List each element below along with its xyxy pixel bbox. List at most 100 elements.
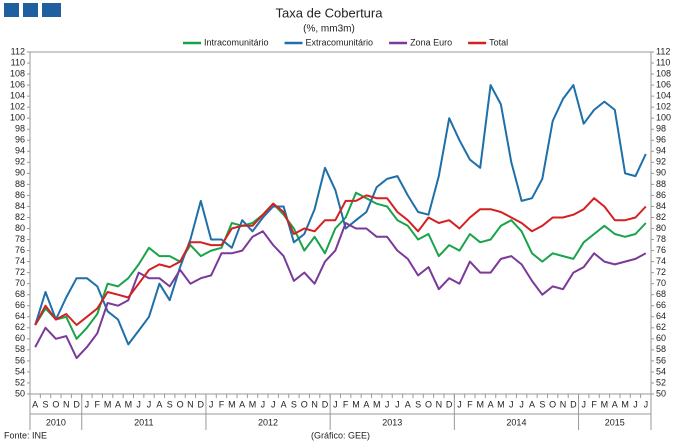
y2-tick-label: 58	[656, 344, 666, 354]
x-tick-label: O	[549, 399, 556, 409]
x-tick-label: A	[612, 399, 618, 409]
y-tick-label: 72	[15, 267, 25, 277]
y2-tick-label: 80	[656, 223, 666, 233]
x-tick-label: A	[156, 399, 162, 409]
x-tick-label: S	[415, 399, 421, 409]
x-tick-label: A	[239, 399, 245, 409]
x-tick-label: A	[529, 399, 535, 409]
y2-tick-label: 76	[656, 245, 666, 255]
x-tick-label: S	[167, 399, 173, 409]
chart-subtitle: (%, mm3m)	[303, 24, 355, 35]
x-tick-label: J	[271, 399, 276, 409]
y-tick-label: 54	[15, 366, 25, 376]
y2-tick-label: 106	[656, 79, 671, 89]
x-tick-label: A	[281, 399, 287, 409]
y2-tick-label: 98	[656, 124, 666, 134]
y-tick-label: 68	[15, 289, 25, 299]
x-tick-label: A	[363, 399, 369, 409]
series-line	[34, 222, 647, 360]
y2-tick-label: 82	[656, 212, 666, 222]
legend-label: Extracomunitário	[306, 37, 374, 47]
y-tick-label: 86	[15, 190, 25, 200]
y2-tick-label: 94	[656, 146, 666, 156]
y-tick-label: 104	[10, 91, 25, 101]
x-tick-label: J	[509, 399, 514, 409]
y-tick-label: 112	[11, 46, 25, 56]
y2-tick-label: 74	[656, 256, 666, 266]
year-label: 2013	[382, 417, 402, 427]
legend-label: Zona Euro	[410, 37, 452, 47]
y2-tick-label: 92	[656, 157, 666, 167]
x-tick-label: N	[560, 399, 567, 409]
x-tick-label: N	[187, 399, 194, 409]
y-tick-label: 96	[15, 135, 25, 145]
x-tick-label: O	[177, 399, 184, 409]
y2-tick-label: 62	[656, 322, 666, 332]
y2-tick-label: 86	[656, 190, 666, 200]
y2-tick-label: 52	[656, 377, 666, 387]
x-tick-label: M	[476, 399, 484, 409]
x-tick-label: M	[621, 399, 629, 409]
y2-tick-label: 102	[656, 102, 671, 112]
y2-tick-label: 108	[656, 68, 671, 78]
x-tick-label: J	[333, 399, 338, 409]
x-tick-label: J	[147, 399, 152, 409]
y-tick-label: 82	[15, 212, 25, 222]
year-label: 2010	[46, 417, 66, 427]
y-tick-label: 88	[15, 179, 25, 189]
y-tick-label: 76	[15, 245, 25, 255]
y2-tick-label: 66	[656, 300, 666, 310]
y2-tick-label: 88	[656, 179, 666, 189]
y-tick-label: 62	[15, 322, 25, 332]
y-tick-label: 100	[10, 113, 25, 123]
x-tick-label: M	[352, 399, 360, 409]
y-tick-label: 70	[15, 278, 25, 288]
x-tick-label: J	[85, 399, 90, 409]
y-tick-label: 60	[15, 333, 25, 343]
source: Fonte: INE	[4, 430, 47, 440]
x-tick-label: D	[322, 399, 329, 409]
x-tick-label: J	[209, 399, 214, 409]
logo-block	[42, 3, 61, 17]
y-tick-label: 52	[15, 377, 25, 387]
x-tick-label: J	[644, 399, 649, 409]
legend-label: Intracomunitário	[204, 37, 269, 47]
credit: (Gráfico: GEE)	[311, 430, 370, 440]
y2-tick-label: 64	[656, 311, 666, 321]
x-tick-label: J	[261, 399, 266, 409]
y-tick-label: 106	[10, 79, 25, 89]
x-tick-label: N	[63, 399, 70, 409]
y-tick-label: 90	[15, 168, 25, 178]
x-tick-label: O	[425, 399, 432, 409]
x-tick-label: A	[488, 399, 494, 409]
x-tick-label: N	[436, 399, 443, 409]
series-line	[34, 84, 647, 346]
y-tick-label: 56	[15, 355, 25, 365]
y-tick-label: 110	[11, 57, 25, 67]
x-tick-label: N	[311, 399, 318, 409]
y-tick-label: 94	[15, 146, 25, 156]
x-tick-label: J	[519, 399, 524, 409]
x-tick-label: O	[52, 399, 59, 409]
y-tick-label: 108	[10, 68, 25, 78]
y2-tick-label: 84	[656, 201, 666, 211]
y-tick-label: 98	[15, 124, 25, 134]
x-tick-label: D	[446, 399, 453, 409]
series-line	[34, 194, 647, 326]
year-label: 2012	[258, 417, 278, 427]
x-tick-label: S	[291, 399, 297, 409]
y-tick-label: 50	[15, 388, 25, 398]
y-tick-label: 64	[15, 311, 25, 321]
x-tick-label: S	[539, 399, 545, 409]
x-tick-label: J	[385, 399, 390, 409]
year-label: 2015	[605, 417, 625, 427]
chart-title: Taxa de Cobertura	[276, 5, 384, 20]
x-tick-label: S	[43, 399, 49, 409]
logo-block	[4, 3, 19, 17]
x-tick-label: D	[73, 399, 80, 409]
y2-tick-label: 110	[656, 57, 670, 67]
x-tick-label: M	[104, 399, 112, 409]
x-tick-label: F	[591, 399, 597, 409]
y2-tick-label: 100	[656, 113, 671, 123]
